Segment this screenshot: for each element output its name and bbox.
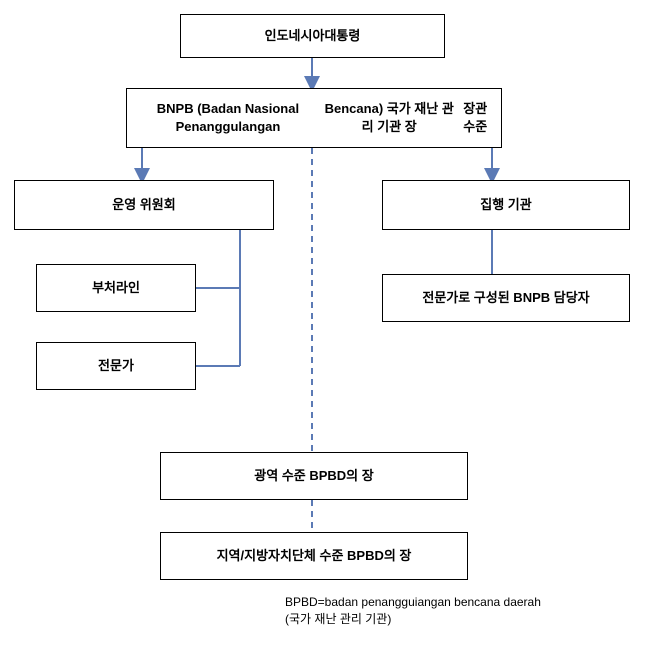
node-line: 집행 기관	[480, 196, 531, 214]
node-line: 대통령	[324, 27, 360, 45]
node-line: 부처라인	[92, 279, 140, 297]
node-line: 전문가로 구성된 BNPB 담당자	[422, 289, 589, 307]
node-president: 인도네시아대통령	[180, 14, 445, 58]
node-line: 지역/지방자치단체 수준 BPBD의 장	[217, 547, 412, 565]
footnote-line: BPBD=badan penangguiangan bencana daerah	[285, 595, 541, 609]
node-line: Bencana) 국가 재난 관리 기관 장	[321, 100, 458, 135]
node-local: 지역/지방자치단체 수준 BPBD의 장	[160, 532, 468, 580]
node-bnpb-staff: 전문가로 구성된 BNPB 담당자	[382, 274, 630, 322]
org-chart: 인도네시아대통령 BNPB (Badan Nasional Penanggula…	[0, 0, 667, 646]
node-regional: 광역 수준 BPBD의 장	[160, 452, 468, 500]
node-line: BNPB (Badan Nasional Penanggulangan	[135, 100, 321, 135]
node-line: 인도네시아	[265, 27, 325, 45]
node-line: 장관수준	[458, 100, 493, 135]
node-ministries: 부처라인	[36, 264, 196, 312]
node-line: 운영 위원회	[112, 196, 175, 214]
node-line: 전문가	[98, 357, 134, 375]
footnote: BPBD=badan penangguiangan bencana daerah…	[285, 594, 541, 628]
node-executive: 집행 기관	[382, 180, 630, 230]
node-bnpb: BNPB (Badan Nasional PenanggulanganBenca…	[126, 88, 502, 148]
node-experts: 전문가	[36, 342, 196, 390]
node-line: 광역 수준 BPBD의 장	[254, 467, 373, 485]
node-steering: 운영 위원회	[14, 180, 274, 230]
footnote-line: (국가 재난 관리 기관)	[285, 612, 391, 626]
